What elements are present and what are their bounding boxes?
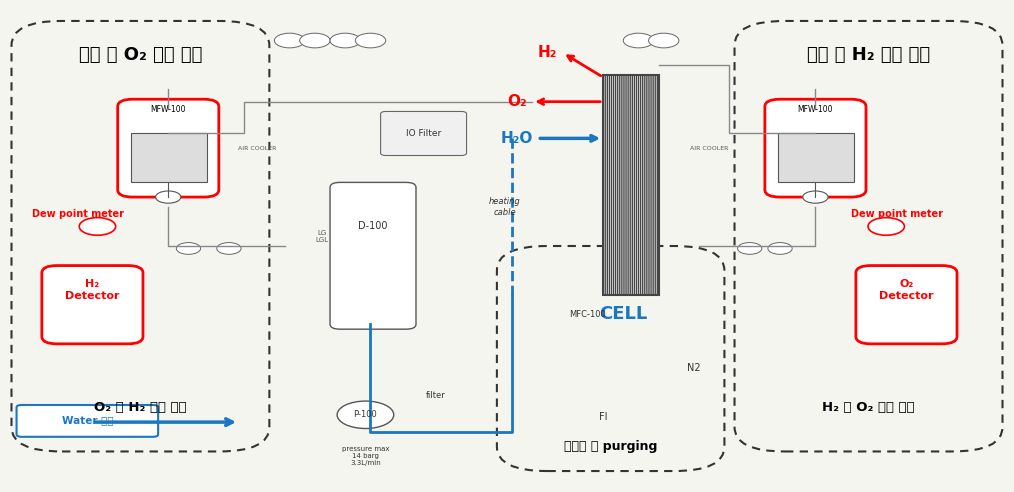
Text: Dew point meter: Dew point meter [851,209,943,219]
Circle shape [649,33,679,48]
Text: MFW-100: MFW-100 [798,104,834,114]
FancyBboxPatch shape [856,266,957,344]
Circle shape [275,33,305,48]
Text: CELL: CELL [599,306,647,324]
Circle shape [79,217,116,235]
Text: O₂
Detector: O₂ Detector [879,279,934,301]
Text: O₂: O₂ [507,94,527,109]
Text: MFW-100: MFW-100 [150,104,186,114]
Text: Dew point meter: Dew point meter [31,209,124,219]
Circle shape [337,401,393,429]
Text: LG
LGL: LG LGL [315,230,329,243]
Text: pressure max
14 barg
3.3L/min: pressure max 14 barg 3.3L/min [342,446,389,466]
Text: 정지시 셀 purging: 정지시 셀 purging [564,440,657,453]
Text: filter: filter [426,391,446,400]
Text: MFC-100: MFC-100 [570,310,606,319]
Circle shape [624,33,654,48]
FancyBboxPatch shape [16,405,158,437]
Circle shape [355,33,385,48]
Bar [778,133,854,183]
Circle shape [868,217,904,235]
Text: Water 공급: Water 공급 [62,416,114,426]
Bar [603,75,659,295]
Text: N2: N2 [687,363,701,373]
Circle shape [768,243,792,254]
Circle shape [217,243,241,254]
Text: 생산 된 O₂ 유량 측정: 생산 된 O₂ 유량 측정 [79,46,202,64]
FancyBboxPatch shape [765,99,866,197]
Text: IO Filter: IO Filter [407,129,442,138]
Bar [131,133,207,183]
Text: H₂O: H₂O [501,131,533,146]
Text: 생산 된 H₂ 유량 측정: 생산 된 H₂ 유량 측정 [807,46,930,64]
FancyBboxPatch shape [380,112,466,155]
FancyBboxPatch shape [42,266,143,344]
Circle shape [300,33,330,48]
Text: D-100: D-100 [358,221,387,231]
Text: H₂: H₂ [537,45,557,60]
FancyBboxPatch shape [118,99,219,197]
Text: AIR COOLER: AIR COOLER [691,146,728,151]
Text: H₂ 내 O₂ 농도 측정: H₂ 내 O₂ 농도 측정 [822,401,915,414]
Ellipse shape [155,191,180,203]
Text: H₂
Detector: H₂ Detector [65,279,120,301]
Text: FI: FI [599,412,607,422]
Text: O₂ 내 H₂ 농도 측정: O₂ 내 H₂ 농도 측정 [94,401,187,414]
Ellipse shape [803,191,828,203]
Circle shape [176,243,201,254]
FancyBboxPatch shape [330,183,416,329]
Text: AIR COOLER: AIR COOLER [238,146,277,151]
Text: heating
cable: heating cable [489,197,521,216]
Circle shape [330,33,360,48]
Text: P-100: P-100 [354,410,377,419]
Circle shape [737,243,762,254]
